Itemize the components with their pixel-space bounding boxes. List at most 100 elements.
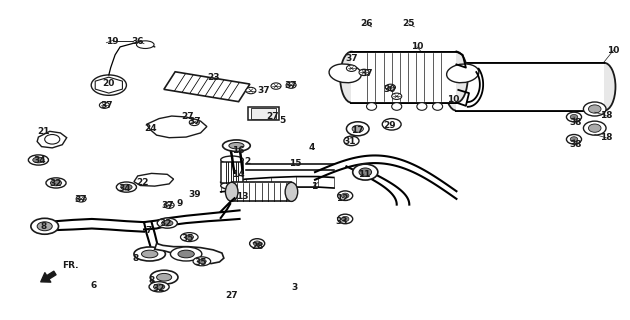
Ellipse shape [117,182,137,192]
Ellipse shape [341,216,349,221]
Ellipse shape [570,137,578,142]
Ellipse shape [220,182,243,189]
Text: 35: 35 [194,258,207,267]
Ellipse shape [352,125,364,132]
Ellipse shape [226,182,238,201]
Text: 18: 18 [600,133,612,142]
Text: FR.: FR. [62,261,78,270]
Bar [221,162,243,183]
Text: 25: 25 [402,19,415,28]
Text: 1: 1 [311,182,317,191]
Ellipse shape [359,168,372,176]
Ellipse shape [134,247,166,261]
Text: 4: 4 [309,143,315,152]
Ellipse shape [346,122,369,136]
Ellipse shape [570,115,578,120]
Text: 27: 27 [266,113,278,122]
Text: 8: 8 [40,222,47,231]
Text: 10: 10 [447,95,459,104]
Text: 15: 15 [289,159,301,168]
Ellipse shape [367,103,377,110]
Ellipse shape [158,218,177,228]
Ellipse shape [137,41,154,49]
Text: 32: 32 [50,180,62,188]
Ellipse shape [246,87,256,94]
Ellipse shape [121,184,132,190]
Text: 8: 8 [149,276,155,285]
Ellipse shape [149,282,169,292]
FancyArrowPatch shape [41,271,56,282]
Ellipse shape [341,193,349,198]
Ellipse shape [91,75,127,95]
Ellipse shape [33,157,44,163]
Ellipse shape [249,239,265,248]
Ellipse shape [220,156,243,164]
Text: 8: 8 [133,254,139,263]
Ellipse shape [445,52,467,103]
Ellipse shape [157,273,172,281]
Bar [457,63,604,111]
Ellipse shape [76,196,86,202]
Bar [251,108,276,119]
Ellipse shape [197,259,206,264]
Text: 27: 27 [181,113,194,122]
Ellipse shape [386,84,396,91]
Text: 7: 7 [146,226,152,235]
Bar [232,182,292,201]
Text: 12: 12 [336,194,348,203]
Text: 11: 11 [358,170,370,179]
Ellipse shape [50,180,62,186]
Text: 32: 32 [153,284,165,292]
Ellipse shape [154,284,165,290]
Text: 36: 36 [132,37,144,46]
Ellipse shape [180,233,198,242]
Bar [248,107,278,121]
Ellipse shape [566,134,581,144]
Text: 3: 3 [292,283,298,292]
Text: 2: 2 [244,157,251,166]
Bar [164,72,250,102]
Text: 37: 37 [285,81,297,90]
Ellipse shape [31,218,59,234]
Text: 10: 10 [411,42,423,52]
Text: 34: 34 [119,184,132,193]
Text: 17: 17 [352,126,364,135]
Ellipse shape [583,121,606,135]
Text: 30: 30 [383,85,396,94]
Ellipse shape [178,250,194,258]
Text: 9: 9 [176,198,183,207]
Text: 27: 27 [226,291,238,300]
Text: 14: 14 [232,170,244,179]
Ellipse shape [189,119,199,125]
Text: 32: 32 [159,219,171,228]
Ellipse shape [392,103,402,110]
Ellipse shape [338,191,353,200]
Text: 20: 20 [103,79,115,88]
Ellipse shape [171,247,202,261]
Text: 28: 28 [251,242,263,251]
Ellipse shape [37,222,52,231]
Ellipse shape [417,103,427,110]
Text: 39: 39 [188,190,200,199]
Ellipse shape [392,93,402,100]
Ellipse shape [359,69,369,76]
Ellipse shape [329,64,361,83]
Text: 37: 37 [188,116,200,126]
Text: 19: 19 [106,37,119,46]
Text: 21: 21 [37,127,50,136]
Text: 5: 5 [279,116,285,125]
Ellipse shape [46,178,66,188]
Text: 38: 38 [570,140,582,149]
Ellipse shape [285,182,298,201]
Text: 31: 31 [343,137,356,146]
Text: 35: 35 [182,234,194,243]
Ellipse shape [344,136,359,146]
Ellipse shape [447,64,479,83]
Polygon shape [134,173,173,186]
Polygon shape [155,244,224,264]
Ellipse shape [593,63,616,111]
Text: 34: 34 [33,156,46,165]
Text: 22: 22 [136,178,149,187]
Ellipse shape [433,103,443,110]
Ellipse shape [346,65,357,71]
